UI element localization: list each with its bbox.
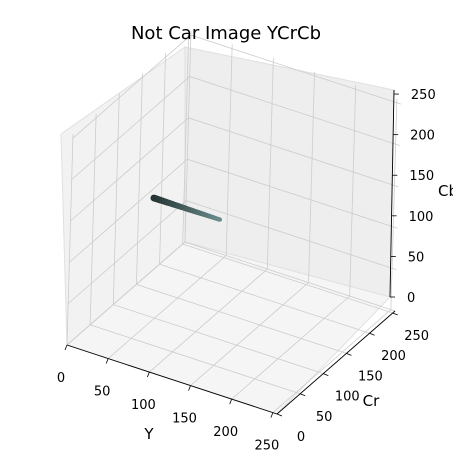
x-tick-label: 250 bbox=[254, 439, 279, 453]
x-tick-label: 50 bbox=[94, 385, 111, 400]
x-tick-mark bbox=[229, 398, 233, 405]
x-tick-label: 100 bbox=[131, 398, 156, 413]
z-tick-label: 250 bbox=[411, 88, 436, 103]
y-tick-label: 150 bbox=[358, 369, 383, 384]
x-tick-label: 150 bbox=[172, 412, 197, 427]
z-tick-label: 150 bbox=[409, 169, 434, 184]
x-tick-mark bbox=[270, 412, 274, 418]
y-tick-mark bbox=[392, 312, 398, 316]
grid-line-z bbox=[72, 34, 402, 139]
tick-labels: 0501001502002500501001502002500501001502… bbox=[57, 88, 436, 454]
grid-line-z bbox=[70, 117, 399, 222]
y-tick-mark bbox=[346, 353, 352, 356]
y-tick-label: 250 bbox=[404, 329, 429, 344]
y-axis-line bbox=[276, 310, 396, 415]
y-tick-mark bbox=[369, 332, 375, 336]
z-tick-label: 100 bbox=[409, 210, 434, 225]
y-tick-mark bbox=[299, 393, 306, 397]
y-tick-label: 200 bbox=[381, 349, 406, 364]
z-tick-label: 50 bbox=[408, 250, 425, 265]
grid-line-z bbox=[67, 200, 397, 304]
x-axis-label: Y bbox=[143, 425, 154, 443]
y-tick-mark bbox=[323, 373, 329, 376]
x-tick-mark bbox=[105, 358, 109, 364]
chart-title: Not Car Image YCrCb bbox=[131, 23, 321, 44]
z-tick-label: 200 bbox=[410, 129, 435, 144]
x-tick-label: 0 bbox=[57, 371, 65, 386]
z-axis-line bbox=[389, 89, 395, 298]
x-tick-mark bbox=[64, 344, 68, 351]
y-tick-label: 50 bbox=[316, 410, 333, 425]
y-tick-label: 100 bbox=[335, 390, 360, 405]
x-tick-mark bbox=[146, 371, 150, 378]
y-tick-mark bbox=[276, 413, 283, 417]
grid-line-z bbox=[71, 76, 400, 180]
z-tick-label: 0 bbox=[407, 291, 415, 306]
axes bbox=[66, 89, 396, 415]
x-tick-label: 200 bbox=[213, 425, 238, 440]
data-points bbox=[150, 194, 222, 222]
y-tick-label: 0 bbox=[297, 430, 305, 445]
grid-line-z bbox=[69, 158, 398, 263]
grid-line-z bbox=[66, 241, 396, 346]
x-tick-mark bbox=[188, 385, 191, 391]
data-point bbox=[217, 217, 222, 222]
y-axis-label: Cr bbox=[363, 392, 380, 410]
x-axis-line bbox=[66, 344, 278, 415]
z-axis-label: Cb bbox=[438, 182, 453, 200]
